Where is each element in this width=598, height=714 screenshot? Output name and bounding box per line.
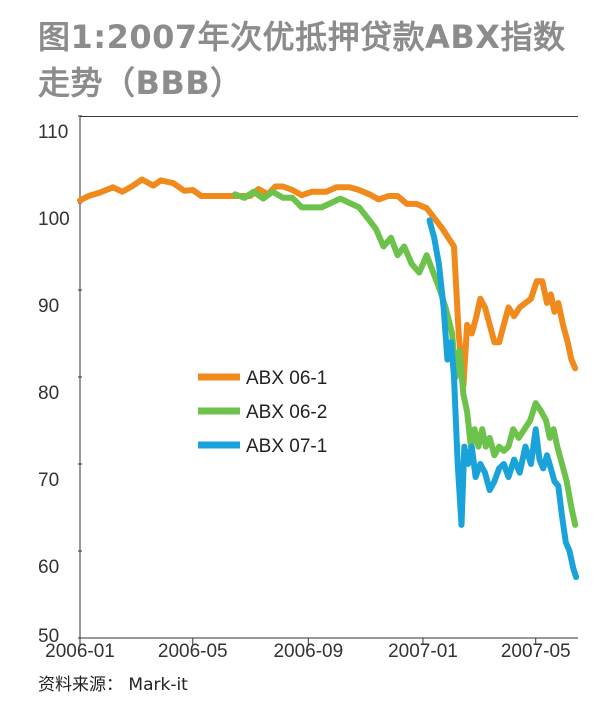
x-tick-label: 2006-05: [158, 641, 228, 662]
legend: ABX 06-1 ABX 06-2 ABX 07-1: [198, 368, 327, 457]
y-tick-label: 90: [38, 296, 59, 317]
y-tick-label: 100: [38, 209, 70, 230]
source-note: 资料来源： Mark-it: [38, 675, 188, 695]
y-axis: 50 60 70 80 90 100 110: [38, 115, 82, 647]
legend-label-3: ABX 07-1: [246, 436, 327, 457]
x-tick-label: 2007-05: [501, 641, 571, 662]
legend-label-2: ABX 06-2: [246, 402, 327, 423]
y-tick-label: 50: [38, 626, 59, 647]
y-tick-label: 70: [38, 470, 59, 491]
y-tick-label: 60: [38, 557, 59, 578]
series-line-3: [426, 217, 580, 581]
y-tick-label: 80: [38, 383, 59, 404]
legend-label-1: ABX 06-1: [246, 368, 327, 389]
series-layer: [77, 176, 580, 581]
title-divider: [80, 116, 578, 117]
y-tick-label: 110: [38, 122, 68, 143]
x-tick-label: 2006-09: [273, 641, 343, 662]
x-axis: 2006-01 2006-05 2006-09 2007-01 2007-05: [45, 637, 578, 662]
x-tick-label: 2006-01: [45, 641, 115, 662]
series-line-1: [77, 176, 579, 389]
x-tick-label: 2007-01: [388, 641, 458, 662]
series-line-2: [232, 188, 579, 528]
chart-title: 图1:2007年次优抵押贷款ABX指数走势（BBB）: [38, 18, 566, 102]
